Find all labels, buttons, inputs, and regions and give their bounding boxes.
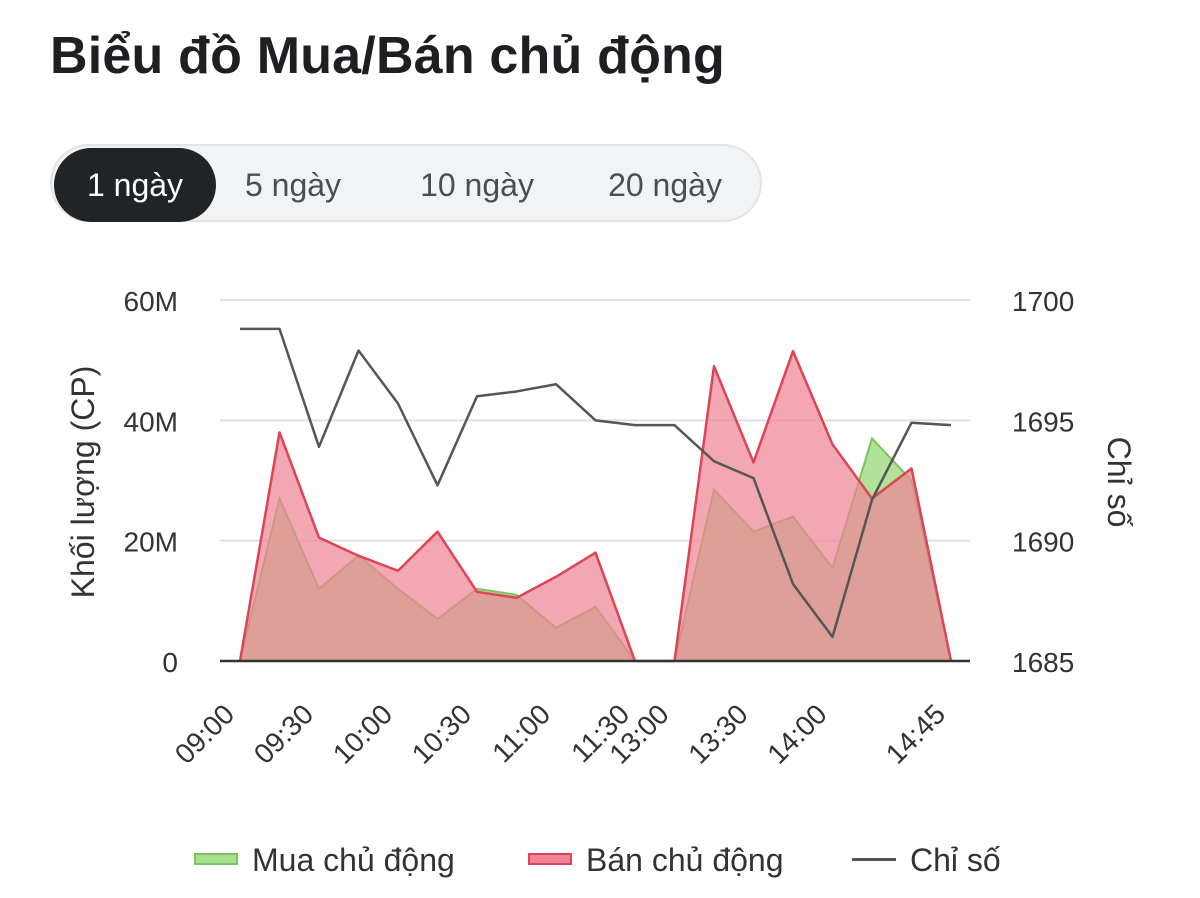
y-tick-right-label: 1690 — [1012, 527, 1074, 558]
y-tick-left-label: 60M — [124, 286, 178, 317]
x-tick-label: 10:30 — [406, 698, 477, 769]
legend-swatch-sell — [528, 853, 572, 865]
page-title: Biểu đồ Mua/Bán chủ động — [50, 27, 725, 85]
legend-label-buy: Mua chủ động — [252, 842, 455, 878]
y-tick-left-label: 20M — [124, 527, 178, 558]
y-tick-right-label: 1700 — [1012, 286, 1074, 317]
legend-label-sell: Bán chủ động — [586, 842, 784, 878]
sell-area-line — [238, 349, 953, 663]
tab-20-days[interactable]: 20 ngày — [608, 167, 722, 203]
period-tab-group: 1 ngày 5 ngày 10 ngày 20 ngày — [50, 144, 762, 222]
y-tick-right-label: 1685 — [1012, 647, 1074, 678]
y-tick-left-label: 40M — [124, 406, 178, 437]
x-tick-label: 14:00 — [761, 698, 832, 769]
y-axis-right-label: Chỉ số — [1101, 437, 1137, 528]
index-line — [240, 327, 952, 639]
y-tick-left-label: 0 — [162, 647, 178, 678]
index-line-series — [240, 327, 952, 639]
x-tick-label: 09:30 — [248, 698, 319, 769]
y-axis-left-label: Khối lượng (CP) — [65, 366, 101, 599]
tab-5-days[interactable]: 5 ngày — [244, 167, 342, 203]
x-tick-label: 09:00 — [169, 698, 240, 769]
x-tick-label: 14:45 — [880, 698, 951, 769]
legend-label-index: Chỉ số — [910, 842, 1001, 878]
area-series — [238, 349, 953, 663]
tab-1-day[interactable]: 1 ngày — [54, 148, 216, 222]
tab-10-days[interactable]: 10 ngày — [420, 167, 534, 203]
sell-area — [240, 351, 951, 661]
legend-swatch-index — [852, 858, 896, 861]
x-tick-label: 13:30 — [682, 698, 753, 769]
legend-swatch-buy — [194, 853, 238, 865]
x-tick-label: 10:00 — [327, 698, 398, 769]
x-tick-label: 11:00 — [486, 698, 556, 768]
y-tick-right-label: 1695 — [1012, 406, 1074, 437]
chart-legend: Mua chủ động Bán chủ động Chỉ số — [0, 838, 1200, 882]
